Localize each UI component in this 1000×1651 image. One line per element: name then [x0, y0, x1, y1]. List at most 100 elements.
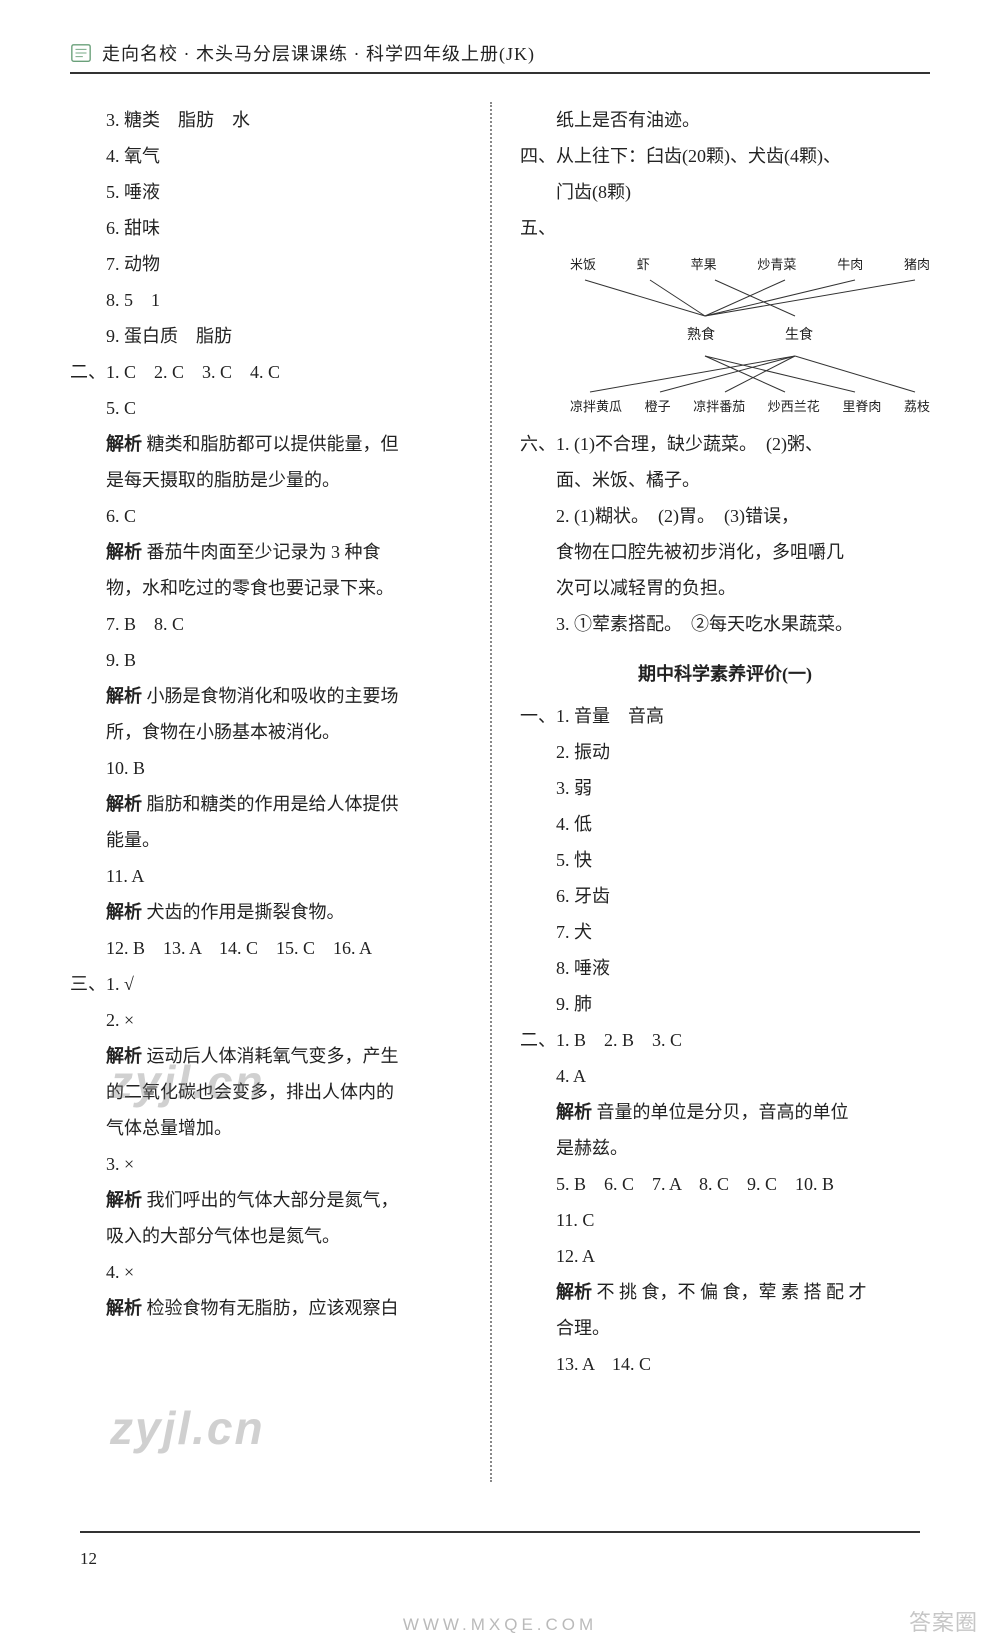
diagram-label: 炒青菜 [757, 252, 796, 278]
text-line: 所，食物在小肠基本被消化。 [70, 714, 472, 750]
text-line: 4. A [520, 1058, 930, 1094]
diagram-label: 熟食 [687, 322, 715, 350]
text-line: 吸入的大部分气体也是氮气。 [70, 1218, 472, 1254]
analysis-line: 解析 检验食物有无脂肪，应该观察白 [70, 1290, 472, 1326]
analysis-line: 解析 脂肪和糖类的作用是给人体提供 [70, 786, 472, 822]
text-line: 合理。 [520, 1310, 930, 1346]
text: 不 挑 食，不 偏 食，荤 素 搭 配 才 [597, 1282, 867, 1302]
analysis-label: 解析 [106, 794, 142, 814]
diagram-lines-top [570, 278, 930, 318]
analysis-label: 解析 [556, 1282, 592, 1302]
text-line: 11. C [520, 1202, 930, 1238]
footer-divider [80, 1531, 920, 1533]
text-line: 7. 犬 [520, 914, 930, 950]
diagram-label: 荔枝 [904, 394, 930, 420]
text-line: 9. B [70, 642, 472, 678]
diagram-lines-bottom [570, 354, 930, 394]
text-line: 12. B 13. A 14. C 15. C 16. A [70, 930, 472, 966]
text: 糖类和脂肪都可以提供能量，但 [147, 434, 399, 454]
text-line: 3. ①荤素搭配。 ②每天吃水果蔬菜。 [520, 606, 930, 642]
text-line: 6. 甜味 [70, 210, 472, 246]
analysis-label: 解析 [106, 434, 142, 454]
text-line: 5. C [70, 390, 472, 426]
text-line: 纸上是否有油迹。 [520, 102, 930, 138]
text-line: 9. 蛋白质 脂肪 [70, 318, 472, 354]
text-line: 7. 动物 [70, 246, 472, 282]
diagram-mid-row: 熟食 生食 [570, 322, 930, 350]
section-three: 三、1. √ [70, 966, 472, 1002]
text: 检验食物有无脂肪，应该观察白 [147, 1298, 399, 1318]
text: 运动后人体消耗氧气变多，产生 [147, 1046, 399, 1066]
diagram-label: 炒西兰花 [768, 394, 820, 420]
header: 走向名校 · 木头马分层课课练 · 科学四年级上册(JK) [70, 40, 930, 66]
text-line: 5. 快 [520, 842, 930, 878]
diagram-top-row: 米饭 虾 苹果 炒青菜 牛肉 猪肉 [570, 252, 930, 278]
text-line: 13. A 14. C [520, 1346, 930, 1382]
text-line: 能量。 [70, 822, 472, 858]
text: 小肠是食物消化和吸收的主要场 [147, 686, 399, 706]
analysis-label: 解析 [556, 1102, 592, 1122]
text: 从上往下：臼齿(20颗)、犬齿(4颗)、 [556, 146, 841, 166]
section-label: 一、 [520, 698, 556, 734]
text-line: 食物在口腔先被初步消化，多咀嚼几 [520, 534, 930, 570]
midterm-title: 期中科学素养评价(一) [520, 656, 930, 692]
watermark-brand: 答案圈 [909, 1605, 978, 1637]
section-five: 五、 [520, 210, 930, 246]
section-label: 三、 [70, 966, 106, 1002]
analysis-label: 解析 [106, 1190, 142, 1210]
analysis-line: 解析 不 挑 食，不 偏 食，荤 素 搭 配 才 [520, 1274, 930, 1310]
text-line: 4. 氧气 [70, 138, 472, 174]
diagram-label: 苹果 [691, 252, 717, 278]
text-line: 8. 唾液 [520, 950, 930, 986]
text-line: 6. C [70, 498, 472, 534]
text-line: 3. 弱 [520, 770, 930, 806]
header-title: 走向名校 · 木头马分层课课练 · 科学四年级上册(JK) [102, 40, 535, 66]
section-four: 四、从上往下：臼齿(20颗)、犬齿(4颗)、 [520, 138, 930, 174]
analysis-label: 解析 [106, 686, 142, 706]
watermark-url: WWW.MXQE.COM [403, 1615, 597, 1635]
page-number: 12 [80, 1549, 97, 1569]
text-line: 的二氧化碳也会变多，排出人体内的 [70, 1074, 472, 1110]
text-line: 8. 5 1 [70, 282, 472, 318]
section-six: 六、1. (1)不合理，缺少蔬菜。 (2)粥、 [520, 426, 930, 462]
text-line: 5. B 6. C 7. A 8. C 9. C 10. B [520, 1166, 930, 1202]
text: 1. B 2. B 3. C [556, 1030, 682, 1050]
analysis-line: 解析 音量的单位是分贝，音高的单位 [520, 1094, 930, 1130]
left-column: 3. 糖类 脂肪 水 4. 氧气 5. 唾液 6. 甜味 7. 动物 8. 5 … [70, 102, 492, 1482]
text: 1. 音量 音高 [556, 706, 664, 726]
text: 1. √ [106, 974, 134, 994]
section-two-b: 二、1. B 2. B 3. C [520, 1022, 930, 1058]
text-line: 12. A [520, 1238, 930, 1274]
page: 走向名校 · 木头马分层课课练 · 科学四年级上册(JK) 3. 糖类 脂肪 水… [0, 0, 1000, 1651]
section-label: 六、 [520, 426, 556, 462]
analysis-label: 解析 [106, 902, 142, 922]
analysis-line: 解析 番茄牛肉面至少记录为 3 种食 [70, 534, 472, 570]
book-icon [70, 42, 92, 64]
text-line: 气体总量增加。 [70, 1110, 472, 1146]
text: 脂肪和糖类的作用是给人体提供 [147, 794, 399, 814]
header-divider [70, 72, 930, 74]
diagram-label: 生食 [785, 322, 813, 350]
diagram-label: 凉拌番茄 [693, 394, 745, 420]
section-label: 二、 [70, 354, 106, 390]
section-two: 二、1. C 2. C 3. C 4. C [70, 354, 472, 390]
analysis-line: 解析 我们呼出的气体大部分是氮气， [70, 1182, 472, 1218]
analysis-label: 解析 [106, 1046, 142, 1066]
text: 我们呼出的气体大部分是氮气， [147, 1190, 399, 1210]
analysis-line: 解析 犬齿的作用是撕裂食物。 [70, 894, 472, 930]
text: 犬齿的作用是撕裂食物。 [147, 902, 345, 922]
section-label: 五、 [520, 210, 556, 246]
text-line: 4. 低 [520, 806, 930, 842]
analysis-label: 解析 [106, 1298, 142, 1318]
text-line: 3. 糖类 脂肪 水 [70, 102, 472, 138]
text-line: 次可以减轻胃的负担。 [520, 570, 930, 606]
text-line: 是每天摄取的脂肪是少量的。 [70, 462, 472, 498]
text-line: 门齿(8颗) [520, 174, 930, 210]
text-line: 5. 唾液 [70, 174, 472, 210]
analysis-label: 解析 [106, 542, 142, 562]
diagram-label: 凉拌黄瓜 [570, 394, 622, 420]
text-line: 是赫兹。 [520, 1130, 930, 1166]
text-line: 面、米饭、橘子。 [520, 462, 930, 498]
section-label: 四、 [520, 138, 556, 174]
section-one-b: 一、1. 音量 音高 [520, 698, 930, 734]
